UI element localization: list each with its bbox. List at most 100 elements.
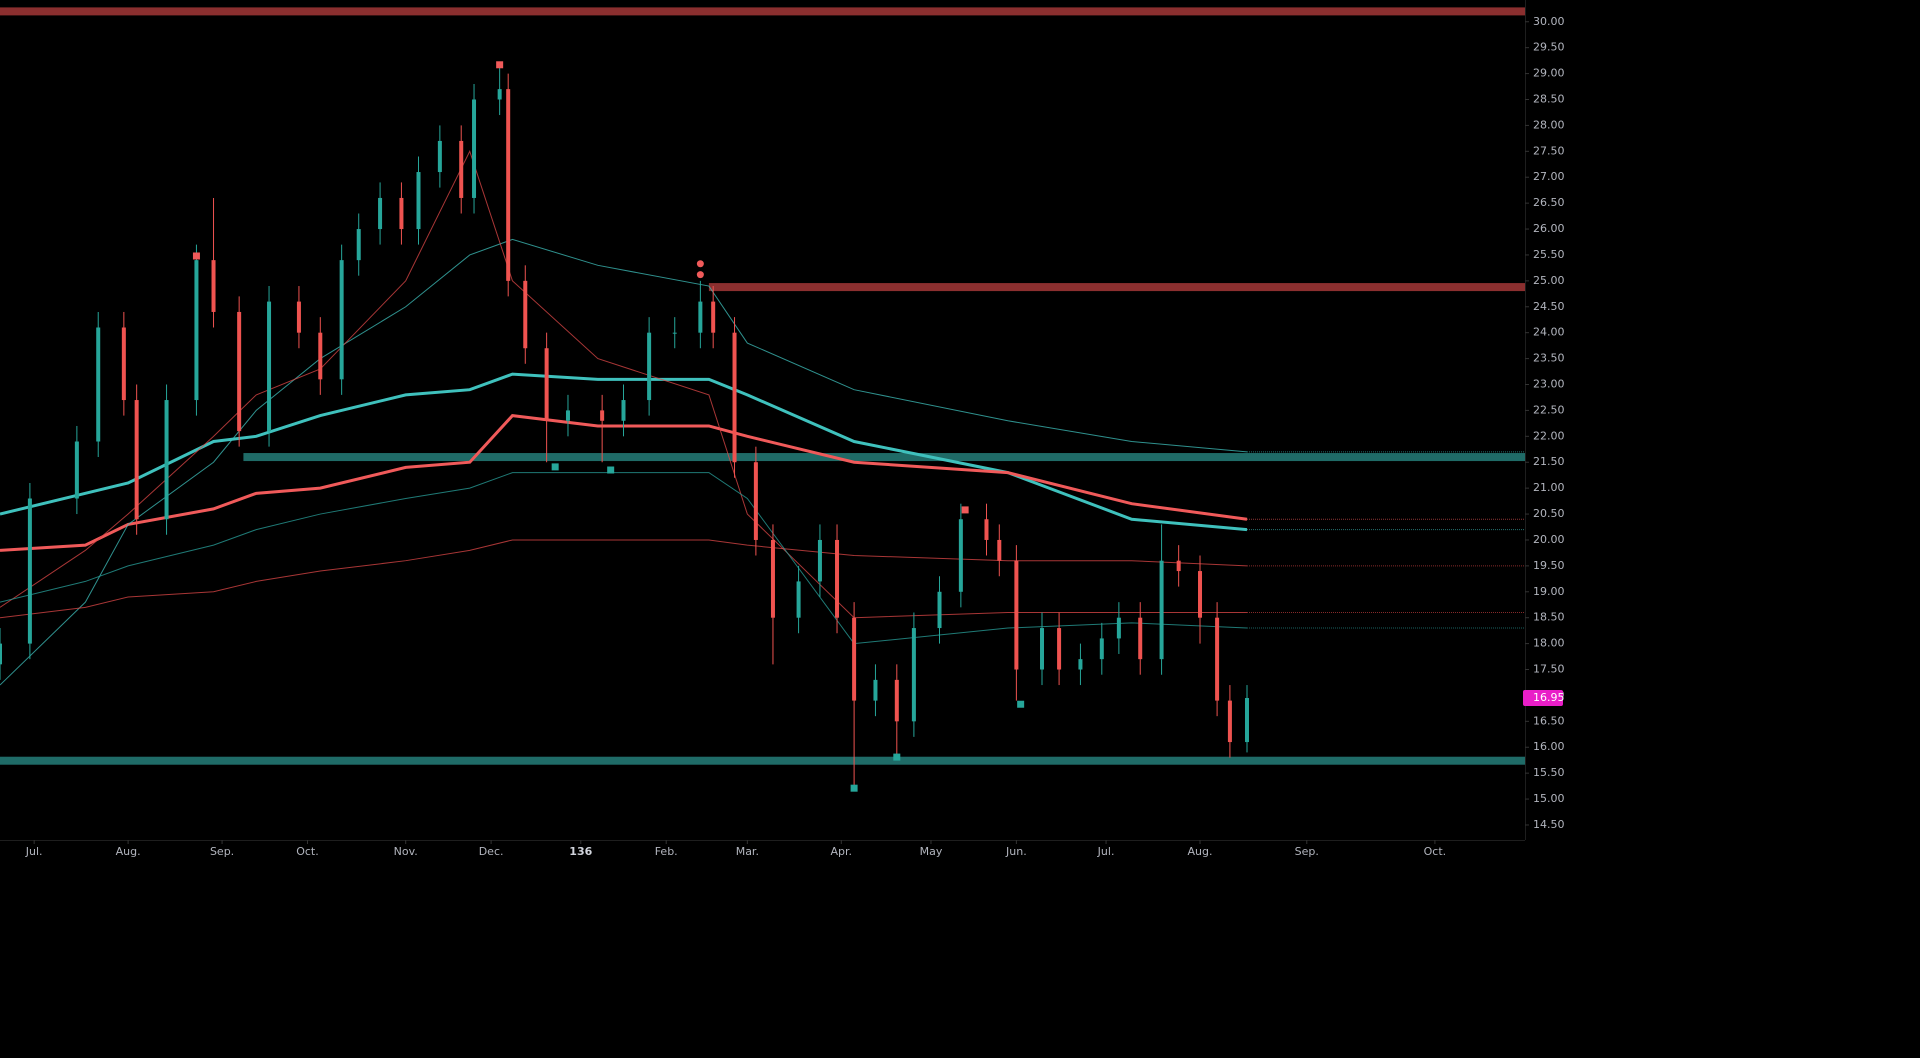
candle-body [267, 301, 272, 432]
candle-body [698, 301, 703, 333]
y-tick-label: 23.50 [1533, 352, 1565, 365]
candle-body [997, 539, 1002, 561]
last-price-label: 16.95 [1533, 691, 1565, 704]
x-tick-label: Sep. [210, 845, 234, 858]
y-tick-label: 18.50 [1533, 611, 1565, 624]
x-tick-label: Oct. [296, 845, 319, 858]
x-tick-label: 136 [569, 845, 592, 858]
signal-square [850, 784, 858, 792]
overlay-line [0, 372, 1248, 532]
level-band [0, 756, 1525, 765]
candle-body [1215, 617, 1220, 701]
x-tick-label: Oct. [1424, 845, 1447, 858]
candle-body [984, 519, 989, 540]
x-tick-label: Feb. [655, 845, 678, 858]
candle-body [600, 410, 605, 421]
candle-body [817, 539, 822, 582]
candle-body [437, 140, 442, 173]
y-tick-label: 29.50 [1533, 41, 1565, 54]
candle-body [121, 327, 126, 401]
y-tick-label: 21.50 [1533, 455, 1565, 468]
candle-body [544, 348, 549, 421]
candle-body [211, 260, 216, 312]
y-tick-label: 24.50 [1533, 300, 1565, 313]
candle-body [164, 400, 169, 520]
candle-body [565, 410, 570, 421]
candle-body [1138, 617, 1143, 660]
candle-body [1116, 617, 1121, 639]
x-tick-label: Aug. [1188, 845, 1213, 858]
candle-body [1099, 638, 1104, 660]
candle-body [753, 462, 758, 540]
candle-body [1014, 560, 1019, 670]
y-tick-label: 20.50 [1533, 507, 1565, 520]
overlay-line [0, 539, 1248, 619]
candle-body [835, 539, 840, 618]
y-tick-label: 25.00 [1533, 274, 1565, 287]
candle-body [416, 172, 421, 230]
candle-body [27, 498, 32, 644]
y-tick-label: 16.50 [1533, 714, 1565, 727]
x-tick-label: Mar. [736, 845, 759, 858]
y-tick-label: 22.00 [1533, 429, 1565, 442]
candle-body [399, 197, 404, 230]
y-tick-label: 18.00 [1533, 637, 1565, 650]
candle-body [356, 229, 361, 261]
y-tick-label: 30.00 [1533, 15, 1565, 28]
y-tick-label: 20.00 [1533, 533, 1565, 546]
candle-body [711, 301, 716, 333]
candle-body [0, 643, 2, 665]
candle-body [1078, 659, 1083, 670]
signal-square [607, 466, 615, 474]
y-tick-label: 27.00 [1533, 170, 1565, 183]
signal-square [551, 463, 559, 471]
candle-body [796, 581, 801, 618]
candle-body [1198, 571, 1203, 618]
candle-body [958, 519, 963, 592]
candle-body [1227, 700, 1232, 743]
y-tick-label: 29.00 [1533, 67, 1565, 80]
y-tick-label: 17.50 [1533, 663, 1565, 676]
candle-body [74, 441, 79, 499]
candle-body [523, 280, 528, 349]
y-tick-label: 14.50 [1533, 818, 1565, 831]
y-tick-label: 26.00 [1533, 222, 1565, 235]
candle-body [194, 260, 199, 401]
x-tick-label: Nov. [394, 845, 418, 858]
candle-body [1057, 628, 1062, 670]
y-tick-label: 28.50 [1533, 92, 1565, 105]
candle-body [1176, 560, 1181, 572]
overlay-line [0, 238, 1248, 686]
level-band [708, 283, 1525, 292]
candle-body [852, 617, 857, 701]
candle-body [459, 140, 464, 198]
overlay-line [0, 149, 1247, 619]
x-tick-label: Aug. [116, 845, 141, 858]
x-tick-label: Sep. [1295, 845, 1319, 858]
overlay-line [0, 414, 1248, 552]
signal-square [192, 252, 200, 260]
y-tick-label: 19.00 [1533, 585, 1565, 598]
candle-body [911, 628, 916, 722]
candle-body [378, 197, 383, 230]
signal-square [496, 61, 504, 69]
candle-body [873, 679, 878, 701]
candle-body [506, 89, 511, 281]
y-tick-label: 26.50 [1533, 196, 1565, 209]
x-tick-label: Jul. [1097, 845, 1115, 858]
level-band [243, 453, 1526, 462]
candle-body [1244, 698, 1249, 743]
y-tick-label: 15.50 [1533, 766, 1565, 779]
y-tick-label: 25.50 [1533, 248, 1565, 261]
y-tick-label: 21.00 [1533, 481, 1565, 494]
x-tick-label: Jun. [1005, 845, 1027, 858]
y-tick-label: 24.00 [1533, 326, 1565, 339]
candle-body [296, 301, 301, 333]
candle-body [732, 332, 737, 463]
candle-body [770, 539, 775, 618]
candle-body [1040, 628, 1045, 670]
candle-body [672, 332, 677, 334]
candle-body [472, 99, 477, 198]
candle-body [937, 591, 942, 629]
